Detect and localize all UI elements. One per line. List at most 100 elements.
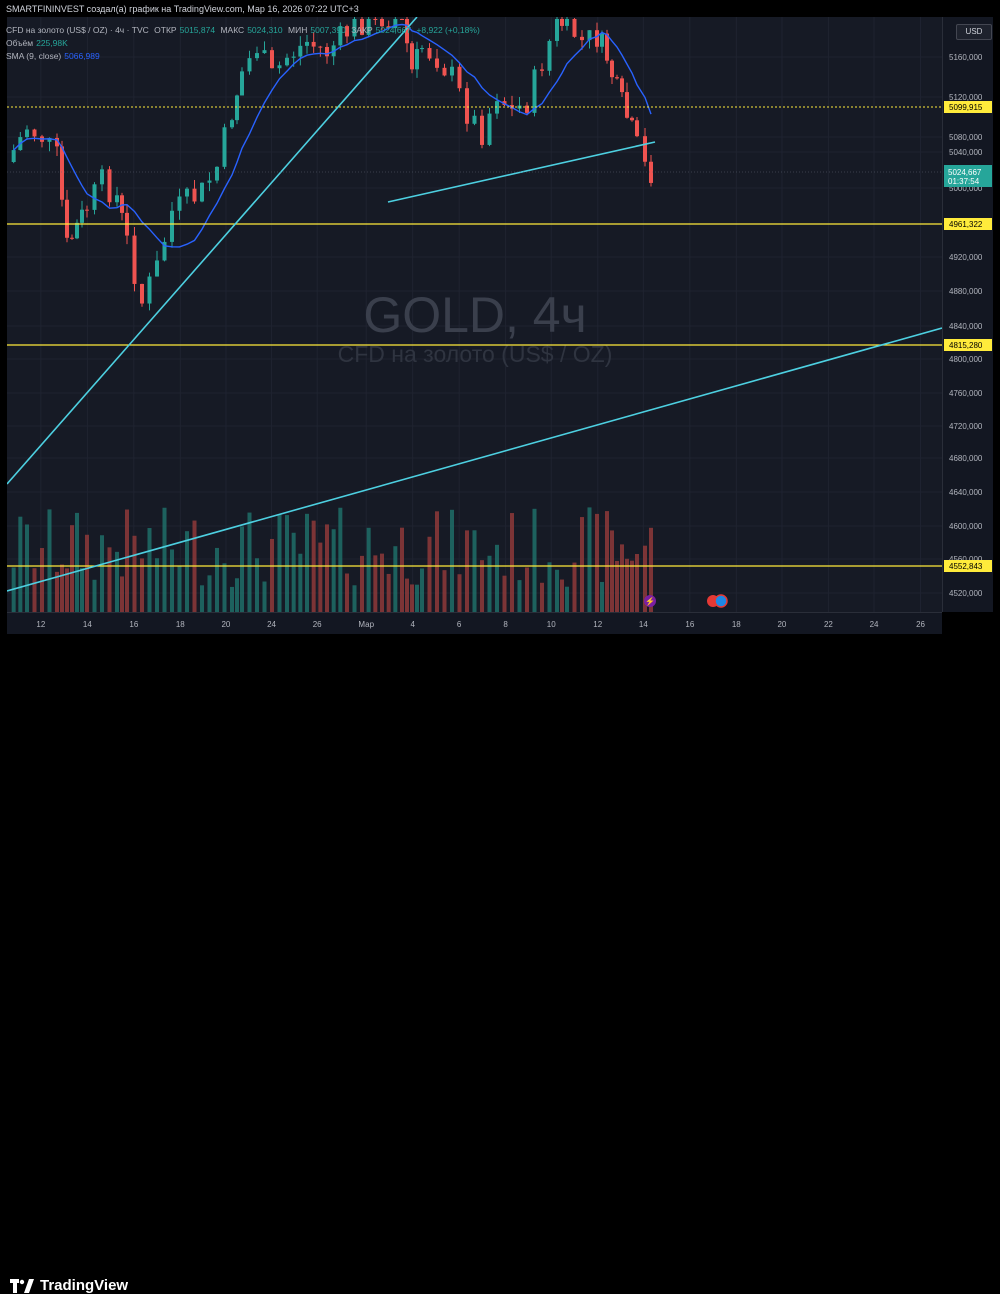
price-axis-canvas[interactable]: 5160,000 5120,000 5080,000 5040,000 5000,000… xyxy=(943,17,993,612)
volume-bar xyxy=(615,560,619,612)
candle-body xyxy=(555,19,559,41)
level-label: 4552,843 xyxy=(949,562,983,571)
current-price-box[interactable] xyxy=(944,165,992,187)
volume-bar xyxy=(442,570,447,612)
volume-bar xyxy=(298,553,303,612)
candle-body xyxy=(162,241,167,261)
time-tick-label: 4 xyxy=(410,620,415,629)
legend-open-label: ОТКР xyxy=(154,25,177,35)
candle-body xyxy=(405,19,409,44)
time-tick-label: 20 xyxy=(777,620,786,629)
candle-body xyxy=(65,199,69,238)
currency-button[interactable]: USD xyxy=(956,24,992,40)
volume-bar xyxy=(360,555,364,612)
volume-bar xyxy=(230,586,234,612)
volume-bar xyxy=(410,584,414,612)
level-label-box[interactable] xyxy=(944,560,992,572)
volume-bar xyxy=(427,536,432,612)
candle-body xyxy=(147,276,152,304)
volume-bar xyxy=(235,578,239,612)
candle-body xyxy=(85,209,89,211)
volume-bar xyxy=(405,578,409,612)
candle-body xyxy=(360,19,364,35)
candle-body xyxy=(80,209,84,223)
countdown-label: 01:37:54 xyxy=(948,177,980,186)
volume-bar xyxy=(400,527,404,612)
time-axis[interactable]: 12141618202426Мар46810121416182022242628… xyxy=(7,612,971,635)
candle-body xyxy=(177,196,182,211)
volume-bar xyxy=(162,507,167,612)
candle-body xyxy=(155,260,159,277)
trendline-steep[interactable] xyxy=(7,17,418,485)
time-tick-label: 8 xyxy=(503,620,508,629)
legend-sma-label[interactable]: SMA (9, close) xyxy=(6,51,62,61)
level-label-box[interactable] xyxy=(944,339,992,351)
price-tick-label: 4720,000 xyxy=(949,422,983,431)
current-price-label: 5024,667 xyxy=(948,168,982,177)
level-label: 5099,915 xyxy=(949,103,983,112)
volume-bar xyxy=(345,573,349,612)
candle-body xyxy=(580,36,584,41)
volume-bar xyxy=(185,531,189,612)
candle-body xyxy=(487,113,492,145)
legend-change: +8,922 (+0,18%) xyxy=(416,25,480,35)
price-tick-label: 4600,000 xyxy=(949,522,983,531)
volume-bar xyxy=(560,579,564,612)
candle-body xyxy=(325,46,329,57)
time-tick-label: 16 xyxy=(685,620,694,629)
time-axis-canvas[interactable]: 12141618202426Мар46810121416182022242628… xyxy=(7,613,971,635)
volume-bar xyxy=(85,534,89,612)
legend-volume-label[interactable]: Объём xyxy=(6,38,34,48)
legend-symbol[interactable]: CFD на золото (US$ / OZ) · 4ч · TVC xyxy=(6,25,149,35)
candle-body xyxy=(366,19,371,35)
candle-body xyxy=(107,169,112,203)
candle-body xyxy=(345,26,349,37)
lightning-event-icon[interactable] xyxy=(644,595,656,607)
candle-body xyxy=(415,49,419,70)
tradingview-logo-icon xyxy=(10,1278,34,1293)
volume-bar xyxy=(572,562,577,612)
volume-bar xyxy=(240,526,244,612)
volume-bar xyxy=(55,571,59,612)
price-axis[interactable]: 5160,000 5120,000 5080,000 5040,000 5000,000… xyxy=(942,17,993,612)
level-label-box[interactable] xyxy=(944,101,992,113)
candle-body xyxy=(615,77,619,79)
volume-bar xyxy=(352,585,357,612)
chart-canvas[interactable]: GOLD, 4ч CFD на золото (US$ / OZ) ⚡ xyxy=(7,17,942,612)
volume-bar xyxy=(620,544,624,612)
candle-body xyxy=(472,115,477,124)
tradingview-logo[interactable]: TradingView xyxy=(10,1277,128,1294)
time-tick-label: 22 xyxy=(824,620,833,629)
candle-body xyxy=(262,50,267,54)
us-flag-event-icon-2[interactable] xyxy=(714,594,728,608)
candle-body xyxy=(32,129,37,137)
candle-body xyxy=(450,66,454,76)
volume-bar xyxy=(635,553,639,612)
volume-bar xyxy=(502,575,507,612)
candle-body xyxy=(393,19,398,29)
volume-bar xyxy=(595,513,599,612)
time-tick-label: 10 xyxy=(547,620,556,629)
chart-legend: CFD на золото (US$ / OZ) · 4ч · TVC ОТКР… xyxy=(6,24,483,63)
volume-bar xyxy=(47,509,52,612)
candle-body xyxy=(457,66,462,89)
candle-body xyxy=(610,60,614,78)
candle-body xyxy=(400,19,404,20)
time-tick-label: Мар xyxy=(358,620,374,629)
candle-body xyxy=(465,88,469,124)
candle-body xyxy=(207,180,212,183)
trendline-short[interactable] xyxy=(387,141,656,203)
volume-bar xyxy=(472,530,477,612)
level-label: 4961,322 xyxy=(949,220,983,229)
price-tick-label: 4520,000 xyxy=(949,589,983,598)
candle-body xyxy=(442,67,447,76)
volume-bar xyxy=(255,558,259,612)
price-chart-pane[interactable]: GOLD, 4ч CFD на золото (US$ / OZ) ⚡ xyxy=(7,17,942,612)
footer-bar: TradingView xyxy=(0,634,1000,1294)
level-label-box[interactable] xyxy=(944,218,992,230)
volume-bar xyxy=(338,507,343,612)
volume-bar xyxy=(565,586,569,612)
volume-bar xyxy=(435,511,439,612)
trendline-long[interactable] xyxy=(7,327,942,592)
time-tick-label: 18 xyxy=(176,620,185,629)
